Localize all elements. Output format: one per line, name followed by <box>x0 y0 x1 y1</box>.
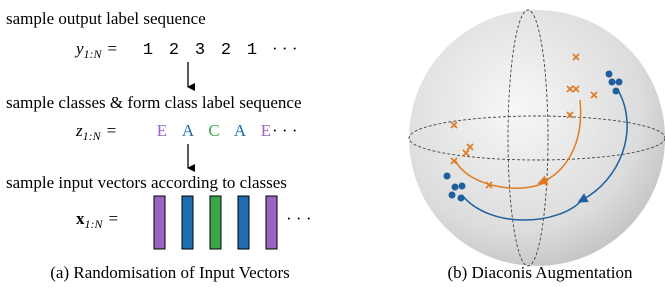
eq: = <box>109 209 119 228</box>
class-letter: A <box>234 121 247 140</box>
eq: = <box>107 121 117 140</box>
input-vector <box>210 196 221 249</box>
step-text: sample output label sequence <box>6 9 206 28</box>
input-vector <box>154 196 165 249</box>
label-digit: 3 <box>195 41 205 60</box>
input-vector <box>266 196 277 249</box>
step-text: sample input vectors according to classe… <box>6 173 287 192</box>
label-digit: 1 <box>143 41 153 60</box>
class-letter: E <box>261 121 271 140</box>
label-digit: 1 <box>247 41 257 60</box>
math-label: y1:N = <box>74 39 117 61</box>
eq: = <box>108 39 118 58</box>
input-vector <box>238 196 249 249</box>
caption: (b) Diaconis Augmentation <box>447 263 633 282</box>
sub: 1:N <box>83 129 102 143</box>
var: y <box>74 39 84 58</box>
input-vector <box>182 196 193 249</box>
sub: 1:N <box>84 47 103 61</box>
ellipsis: · · · <box>286 209 311 228</box>
class-letter: C <box>208 121 219 140</box>
class-letter: A <box>182 121 195 140</box>
label-digit: 2 <box>169 41 179 60</box>
sub: 1:N <box>85 217 104 231</box>
caption: (a) Randomisation of Input Vectors <box>50 263 290 282</box>
ellipsis: · · · <box>272 39 297 58</box>
class-letter: E <box>157 121 167 140</box>
math-label: x1:N= <box>76 209 118 231</box>
ellipsis: · · · <box>272 121 297 140</box>
step-text: sample classes & form class label sequen… <box>6 93 302 112</box>
label-digit: 2 <box>221 41 231 60</box>
sphere <box>409 10 665 266</box>
figure: sample output label sequence y1:N= 12321… <box>0 0 665 288</box>
math-label: z1:N= <box>75 121 116 143</box>
